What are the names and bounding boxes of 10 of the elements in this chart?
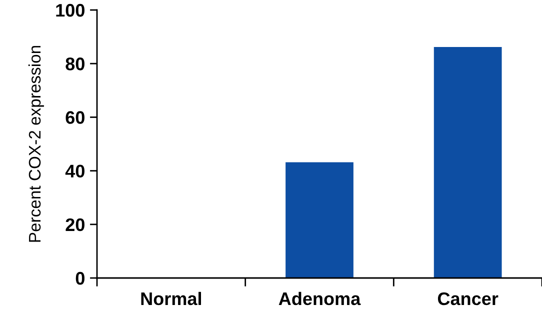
x-tick-label: Cancer <box>438 292 498 306</box>
y-tick-label: 40 <box>65 164 84 178</box>
y-tick-label: 100 <box>56 4 84 17</box>
y-tick-label: 80 <box>66 58 84 70</box>
x-tick-label: Adenoma <box>278 292 361 306</box>
y-tick-label: 60 <box>66 111 84 124</box>
y-axis-title: Percent COX-2 expression <box>28 46 44 242</box>
y-tick-label: 20 <box>66 218 84 232</box>
y-tick-label: 0 <box>76 272 84 285</box>
x-tick-label: Normal <box>141 292 201 306</box>
